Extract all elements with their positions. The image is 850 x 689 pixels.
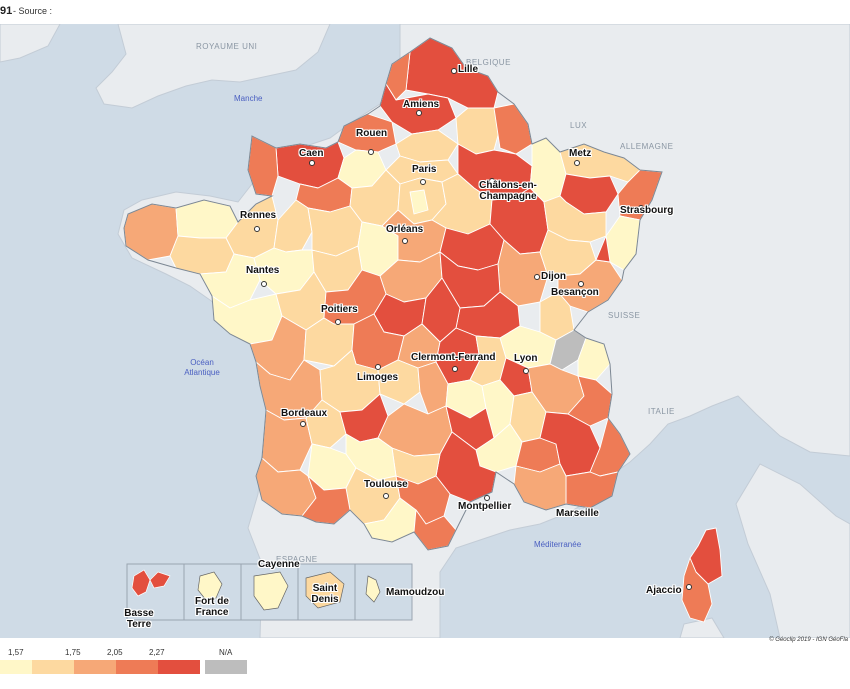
france-outline — [123, 37, 663, 551]
city-marker-rennes — [254, 226, 260, 232]
city-label-rouen: Rouen — [356, 128, 388, 139]
legend-threshold-1: 1,57 — [8, 648, 24, 657]
sea-label-mediterranee: Méditerranée — [534, 540, 582, 549]
country-label-allemagne: ALLEMAGNE — [620, 142, 674, 151]
city-label-montpellier: Montpellier — [458, 501, 512, 512]
city-label-dijon: Dijon — [541, 271, 566, 282]
city-marker-lille — [451, 68, 457, 74]
city-label-metz: Metz — [569, 148, 592, 159]
city-label-limoges: Limoges — [357, 372, 399, 383]
city-marker-caen — [309, 160, 315, 166]
legend-threshold-2: 1,75 — [65, 648, 81, 657]
mayotte-shape — [365, 575, 381, 603]
region-morbihan[interactable] — [169, 235, 235, 275]
region-hautes-alpes[interactable] — [567, 375, 613, 427]
map-canvas[interactable] — [0, 24, 850, 638]
uk-landmass — [95, 24, 331, 109]
dom-label-basse-terre: Basse Terre — [124, 608, 154, 630]
city-marker-paris — [420, 179, 426, 185]
city-label-chalons: Châlons-en-Champagne — [479, 180, 537, 202]
italy-landmass — [735, 463, 850, 638]
city-marker-marseille — [569, 511, 575, 517]
city-label-paris: Paris — [412, 164, 437, 175]
city-marker-rouen — [368, 149, 374, 155]
city-label-bordeaux: Bordeaux — [281, 408, 328, 419]
source-label: - Source : — [13, 6, 53, 16]
guadeloupe-shape — [131, 569, 171, 597]
city-label-toulouse: Toulouse — [364, 479, 408, 490]
city-label-lyon: Lyon — [514, 353, 538, 364]
city-label-marseille: Marseille — [556, 508, 599, 519]
reunion-shape — [305, 571, 345, 609]
region-somme[interactable] — [379, 83, 457, 135]
city-label-ajaccio: Ajaccio — [646, 585, 682, 596]
guyane-shape — [253, 571, 289, 611]
city-label-amiens: Amiens — [403, 99, 440, 110]
martinique-shape — [197, 571, 223, 601]
city-label-poitiers: Poitiers — [321, 304, 358, 315]
city-label-strasbourg: Strasbourg — [620, 205, 674, 216]
city-marker-orleans — [402, 238, 408, 244]
legend-swatch-class4 — [116, 660, 158, 674]
legend-threshold-3: 2,05 — [107, 648, 123, 657]
city-marker-metz — [574, 160, 580, 166]
legend-swatch-class5 — [158, 660, 200, 674]
map-view[interactable]: ROYAUME UNI BELGIQUE LUX ALLEMAGNE SUISS… — [0, 24, 850, 638]
city-marker-strasbourg — [638, 205, 644, 211]
region-seine-maritime[interactable] — [337, 113, 397, 153]
map-credit: © Géoclip 2019 - IGN GéoFla — [769, 637, 848, 643]
country-label-uk: ROYAUME UNI — [196, 42, 258, 51]
legend-na-label: N/A — [219, 648, 233, 657]
region-corse-du-sud[interactable] — [681, 557, 713, 623]
city-marker-clermont — [452, 366, 458, 372]
inset-mayotte[interactable] — [354, 563, 413, 621]
legend: 1,57 1,75 2,05 2,27 N/A — [0, 648, 260, 684]
city-marker-poitiers — [335, 319, 341, 325]
legend-swatch-class3 — [74, 660, 116, 674]
city-marker-bordeaux — [300, 421, 306, 427]
city-label-orleans: Orléans — [386, 224, 424, 235]
country-label-espagne: ESPAGNE — [276, 555, 318, 564]
header-bar: 91 - Source : — [0, 0, 850, 24]
legend-threshold-4: 2,27 — [149, 648, 165, 657]
city-label-caen: Caen — [299, 148, 324, 159]
country-label-belgique: BELGIQUE — [466, 58, 511, 67]
city-label-rennes: Rennes — [240, 210, 277, 221]
city-label-clermont: Clermont-Ferrand — [411, 352, 496, 363]
city-marker-limoges — [375, 364, 381, 370]
city-marker-besancon — [578, 281, 584, 287]
legend-swatch-na — [205, 660, 247, 674]
year-label: 91 — [0, 5, 13, 17]
dom-label-mamoudzou: Mamoudzou — [386, 587, 445, 598]
city-label-nantes: Nantes — [246, 265, 280, 276]
city-marker-amiens — [416, 110, 422, 116]
legend-swatch-class1 — [0, 660, 32, 674]
dom-label-fort-de-france: Fort de France — [195, 596, 229, 618]
legend-swatch-class2 — [32, 660, 74, 674]
sea-label-ocean: Océan Atlantique — [184, 358, 220, 377]
city-marker-toulouse — [383, 493, 389, 499]
city-label-lille: Lille — [458, 64, 479, 75]
country-label-lux: LUX — [570, 121, 588, 130]
ireland-landmass — [0, 24, 61, 63]
region-territoire-belfort[interactable] — [595, 235, 611, 263]
region-essonne[interactable] — [409, 189, 429, 215]
country-label-italie: ITALIE — [648, 407, 675, 416]
city-marker-chalons — [489, 178, 495, 184]
overseas-insets — [126, 563, 413, 621]
dom-label-cayenne: Cayenne — [258, 559, 300, 570]
city-marker-ajaccio — [686, 584, 692, 590]
city-marker-nantes — [261, 281, 267, 287]
sea-label-manche: Manche — [234, 94, 263, 103]
city-marker-lyon — [523, 368, 529, 374]
dom-label-saint-denis: Saint Denis — [311, 583, 339, 605]
city-marker-montpellier — [484, 495, 490, 501]
city-marker-dijon — [534, 274, 540, 280]
country-label-suisse: SUISSE — [608, 311, 641, 320]
city-label-besancon: Besançon — [551, 287, 599, 298]
